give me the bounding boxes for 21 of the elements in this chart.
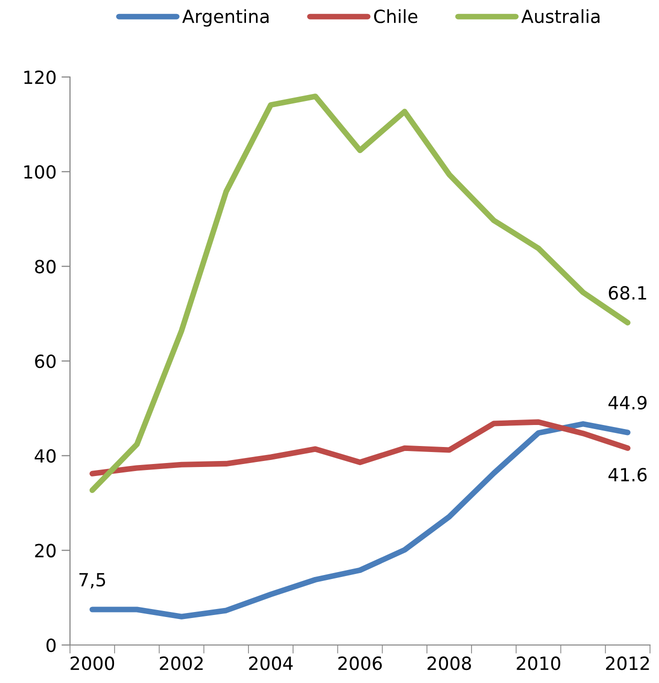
- data-label: 68.1: [608, 286, 646, 300]
- y-tick-label: 80: [35, 260, 56, 274]
- legend-label: Argentina: [182, 9, 269, 27]
- y-tick-label: 0: [46, 638, 56, 652]
- x-tick-label: 2006: [338, 656, 382, 670]
- x-tick-label: 2000: [70, 656, 114, 670]
- x-tick-label: 2012: [606, 656, 649, 670]
- legend-label: Chile: [374, 9, 418, 24]
- y-tick-label: 20: [35, 544, 56, 558]
- legend-label: Australia: [521, 9, 600, 24]
- x-tick-label: 2004: [249, 656, 293, 670]
- x-tick-label: 2010: [516, 656, 560, 670]
- y-tick-label: 40: [34, 449, 56, 463]
- data-label: 41.6: [608, 468, 647, 482]
- y-tick-label: 120: [24, 70, 56, 84]
- x-tick-label: 2008: [428, 656, 471, 670]
- x-tick-label: 2002: [160, 656, 203, 670]
- y-tick-label: 60: [35, 354, 56, 368]
- data-label: 7,5: [79, 573, 106, 588]
- y-tick-label: 100: [24, 165, 56, 179]
- data-label: 44.9: [608, 396, 647, 410]
